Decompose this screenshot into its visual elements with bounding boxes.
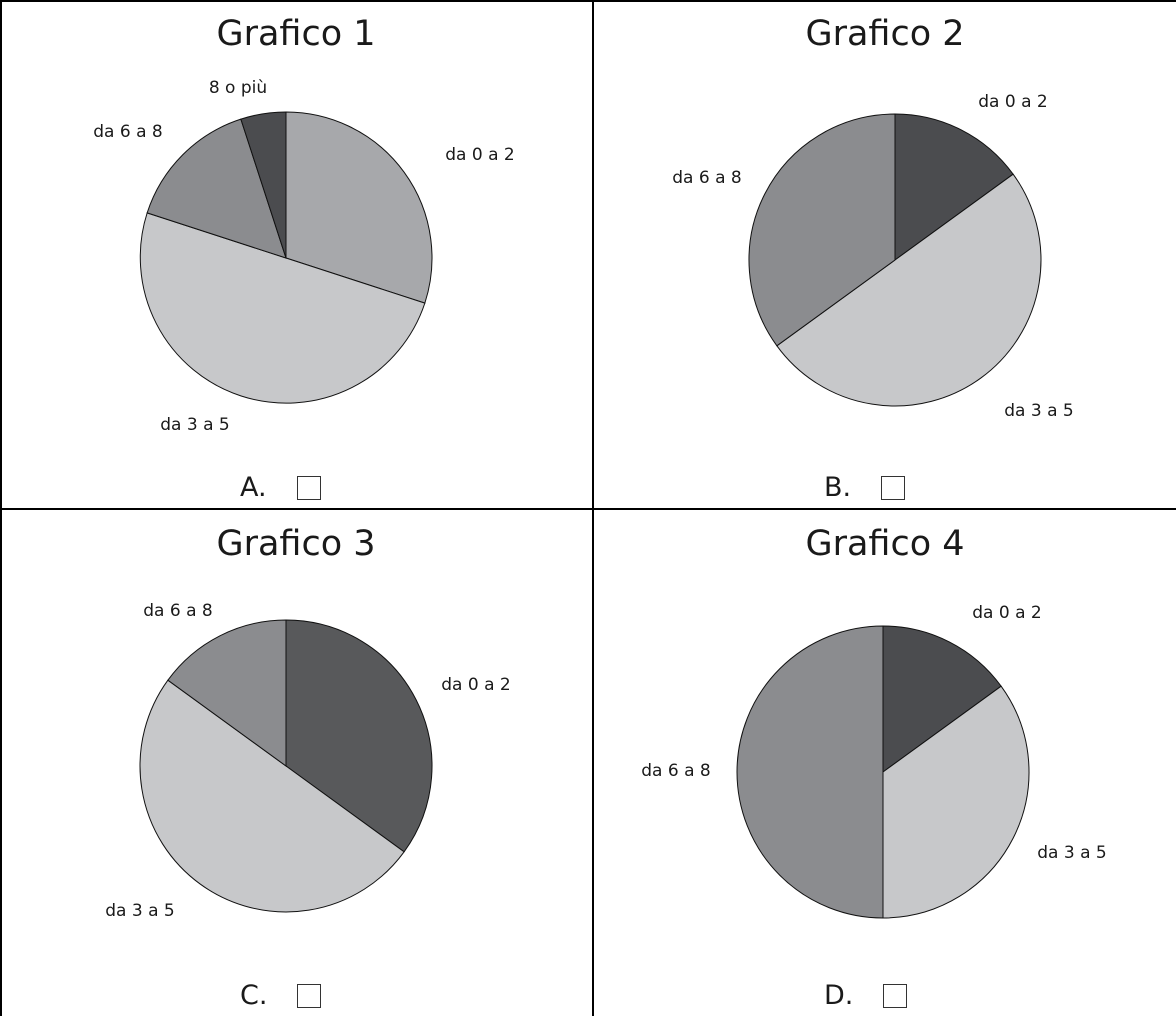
pie-chart-1: da 0 a 2 da 3 a 5 da 6 a 8 8 o più: [93, 78, 514, 435]
pie-chart-3: da 0 a 2 da 3 a 5 da 6 a 8: [105, 601, 510, 921]
slice-label-2-1: da 0 a 2: [978, 92, 1047, 112]
slice-label-3-3: da 6 a 8: [143, 601, 212, 621]
chart-title-2: Grafico 2: [805, 14, 965, 54]
slice-label-2-2: da 3 a 5: [1004, 401, 1073, 421]
option-b: B.: [824, 472, 906, 503]
chart-title-1: Grafico 1: [216, 14, 376, 54]
slice-label-4-1: da 0 a 2: [972, 603, 1041, 623]
pie-slice-3-1: [285, 619, 433, 853]
pie-slice-1-3: [146, 118, 287, 259]
option-a: A.: [240, 472, 321, 503]
pie-slice-1-2: [139, 212, 426, 404]
border-top: [0, 0, 1176, 2]
option-c: C.: [240, 980, 322, 1011]
slice-label-1-3: da 6 a 8: [93, 122, 162, 142]
pie-slice-4-3: [736, 625, 884, 919]
chart-title-3: Grafico 3: [216, 524, 376, 564]
pie-chart-2: da 0 a 2 da 3 a 5 da 6 a 8: [672, 92, 1073, 421]
slice-label-4-3: da 6 a 8: [641, 761, 710, 781]
chart-panel-3: Grafico 3 da 0 a 2 da 3 a 5 da 6 a 8 C.: [0, 510, 592, 1016]
option-d-checkbox[interactable]: [883, 983, 908, 1008]
chart-panel-2: Grafico 2 da 0 a 2 da 3 a 5 da 6 a 8 B.: [594, 0, 1176, 508]
pie-slice-2-1: [894, 113, 1014, 261]
pie-chart-4: da 0 a 2 da 3 a 5 da 6 a 8: [641, 603, 1107, 919]
divider-horizontal: [0, 508, 1176, 510]
pie-slice-3-3: [167, 619, 287, 767]
option-b-letter: B.: [824, 472, 852, 503]
option-c-checkbox[interactable]: [297, 983, 322, 1008]
option-d: D.: [824, 980, 908, 1011]
slice-label-1-4: 8 o più: [209, 78, 267, 98]
pie-slice-2-2: [776, 173, 1042, 407]
option-a-checkbox[interactable]: [296, 475, 321, 500]
slice-label-3-1: da 0 a 2: [441, 675, 510, 695]
pie-slice-1-1: [285, 111, 433, 304]
pie-slice-4-1: [882, 625, 1002, 773]
slice-label-3-2: da 3 a 5: [105, 901, 174, 921]
pie-slice-3-2: [139, 679, 405, 913]
slice-label-1-2: da 3 a 5: [160, 415, 229, 435]
option-c-letter: C.: [240, 980, 268, 1011]
slice-label-1-1: da 0 a 2: [445, 145, 514, 165]
chart-panel-1: Grafico 1 da 0 a 2 da 3 a 5 da 6 a 8 8 o pi…: [0, 0, 592, 508]
slice-label-4-2: da 3 a 5: [1037, 843, 1106, 863]
pie-slice-2-3: [748, 113, 896, 347]
pie-slice-1-4: [240, 111, 287, 259]
slice-label-2-3: da 6 a 8: [672, 168, 741, 188]
option-a-letter: A.: [240, 472, 267, 503]
pie-slice-4-2: [882, 685, 1030, 919]
chart-panel-4: Grafico 4 da 0 a 2 da 3 a 5 da 6 a 8 D.: [594, 510, 1176, 1016]
option-d-letter: D.: [824, 980, 854, 1011]
option-b-checkbox[interactable]: [881, 475, 906, 500]
chart-title-4: Grafico 4: [805, 524, 965, 564]
